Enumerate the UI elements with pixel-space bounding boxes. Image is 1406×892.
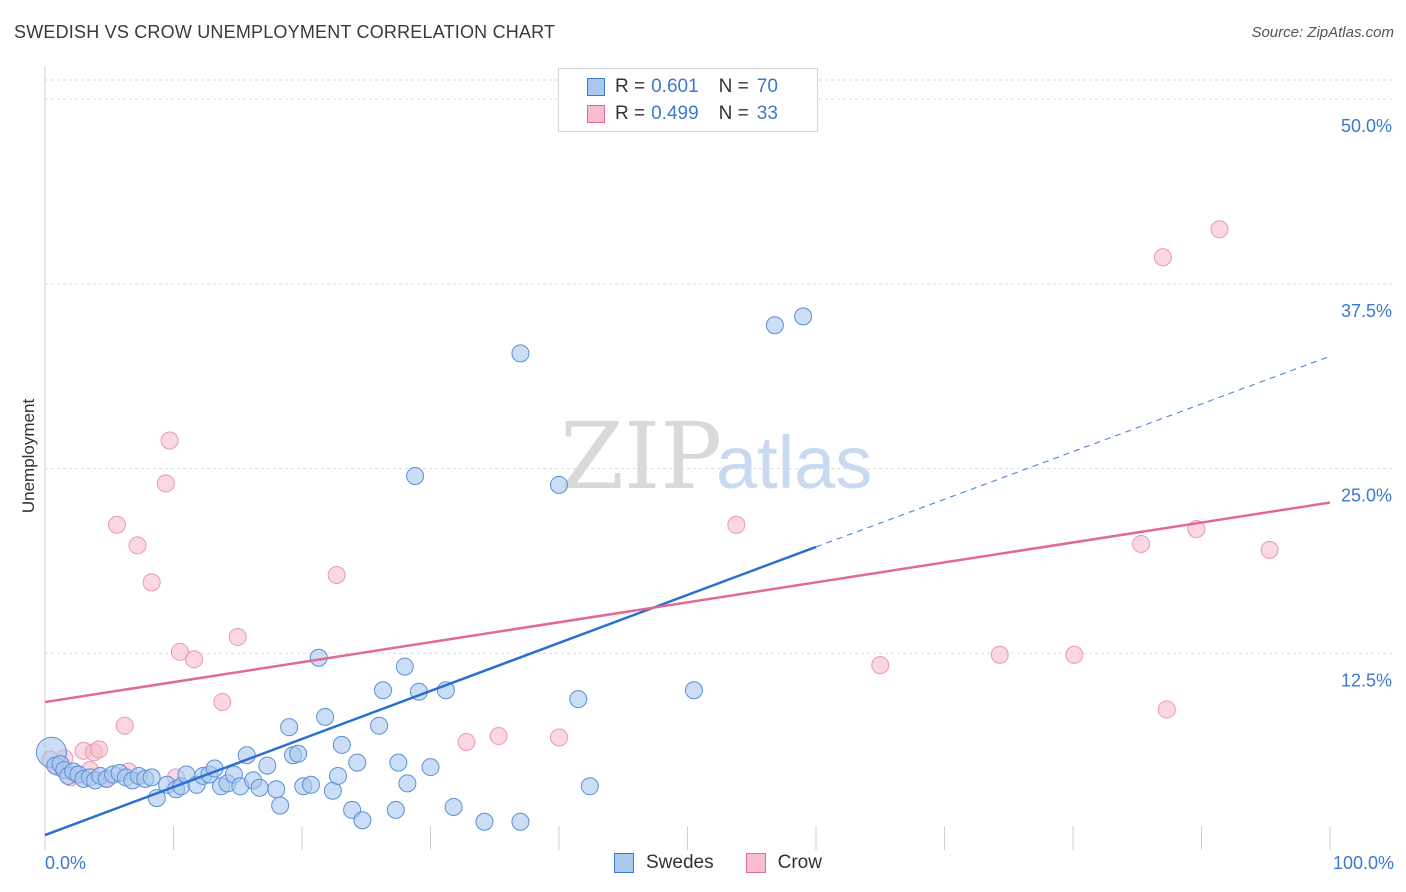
swedes-point xyxy=(444,797,463,816)
swedes-point xyxy=(550,475,568,494)
legend-swatch-crow xyxy=(587,105,605,123)
trend-lines xyxy=(44,355,1331,837)
crow-point xyxy=(89,740,108,759)
crow-trend-line xyxy=(44,501,1331,704)
source-label: Source: ZipAtlas.com xyxy=(1251,24,1394,41)
legend-n-label: N = xyxy=(718,103,749,124)
bottom-legend-swatch-swedes xyxy=(614,853,634,873)
crow-point xyxy=(489,727,508,746)
crow-point xyxy=(142,573,161,592)
crow-point xyxy=(185,650,204,669)
y-axis-label: Unemployment xyxy=(19,399,38,514)
crow-point xyxy=(213,693,232,712)
swedes-point xyxy=(258,756,277,775)
swedes-trend-extension xyxy=(815,355,1331,548)
crow-point xyxy=(1132,534,1151,553)
crow-point xyxy=(156,474,175,493)
crow-point xyxy=(1065,645,1084,664)
crow-point xyxy=(327,565,346,584)
chart-title: SWEDISH VS CROW UNEMPLOYMENT CORRELATION… xyxy=(14,22,556,42)
swedes-point xyxy=(348,753,367,772)
legend-row-crow: R = 0.499 N = 33 xyxy=(587,102,778,126)
axes xyxy=(44,66,1331,850)
y-tick-label: 12.5% xyxy=(1341,670,1392,690)
x-tick-label: 100.0% xyxy=(1333,853,1394,873)
swedes-point xyxy=(511,812,530,831)
crow-point xyxy=(107,515,126,534)
crow-point xyxy=(1157,700,1176,719)
swedes-point xyxy=(475,812,494,831)
swedes-point xyxy=(332,735,351,754)
swedes-point xyxy=(373,681,392,700)
bottom-legend-swedes: Swedes xyxy=(614,852,714,874)
grid-lines xyxy=(45,79,1392,654)
legend-r-label: R = xyxy=(615,103,646,124)
legend-r-value: 0.601 xyxy=(651,76,699,97)
legend-r-value: 0.499 xyxy=(651,103,699,124)
watermark: ZIP atlas xyxy=(560,403,872,510)
legend: R = 0.601 N = 70 R = 0.499 N = 33 xyxy=(558,68,818,132)
crow-point xyxy=(1153,248,1172,267)
swedes-point xyxy=(267,780,286,799)
bottom-legend-swatch-crow xyxy=(745,853,766,873)
crow-point xyxy=(727,515,746,534)
swedes-point xyxy=(511,344,530,363)
swedes-point xyxy=(316,707,335,726)
crow-point xyxy=(170,642,189,661)
swedes-point xyxy=(395,657,414,676)
legend-swatch-swedes xyxy=(587,78,605,96)
legend-row-swedes: R = 0.601 N = 70 xyxy=(587,75,778,99)
swedes-point xyxy=(794,307,813,326)
swedes-point xyxy=(280,718,299,737)
swedes-point xyxy=(398,774,417,793)
x-tick-label: 0.0% xyxy=(45,853,86,873)
legend-n-value: 70 xyxy=(756,76,778,97)
bottom-legend-label-swedes: Swedes xyxy=(646,852,714,873)
crow-point xyxy=(550,728,568,747)
swedes-point xyxy=(386,800,405,819)
swedes-point xyxy=(765,316,784,335)
crow-point xyxy=(228,628,247,647)
y-tick-label: 50.0% xyxy=(1341,116,1392,136)
legend-r-label: R = xyxy=(615,76,646,97)
crow-point xyxy=(1260,540,1279,559)
swedes-point xyxy=(271,796,290,815)
legend-n-label: N = xyxy=(718,76,749,97)
swedes-point xyxy=(421,758,440,777)
tick-labels: 12.5% 25.0% 37.5% 50.0% 0.0% 100.0% xyxy=(45,116,1394,873)
swedes-point xyxy=(353,811,372,830)
bottom-legend-crow: Crow xyxy=(745,852,822,874)
crow-point xyxy=(160,431,179,450)
watermark-atlas: atlas xyxy=(716,421,872,504)
crow-point xyxy=(871,656,890,675)
swedes-point xyxy=(142,768,161,787)
bottom-legend-label-crow: Crow xyxy=(777,852,822,873)
swedes-point xyxy=(301,775,320,794)
crow-point xyxy=(115,716,134,735)
y-tick-label: 25.0% xyxy=(1341,486,1392,506)
swedes-point xyxy=(370,716,389,735)
swedes-trend-line xyxy=(44,545,817,837)
bottom-legend: Swedes Crow xyxy=(614,852,854,874)
swedes-point xyxy=(569,690,588,709)
watermark-zip: ZIP xyxy=(560,403,722,510)
y-tick-label: 37.5% xyxy=(1341,301,1392,321)
crow-point xyxy=(1210,220,1229,239)
crow-point xyxy=(457,732,476,751)
swedes-point xyxy=(684,681,703,700)
crow-point xyxy=(990,645,1009,664)
swedes-point xyxy=(289,744,308,763)
swedes-point xyxy=(389,753,408,772)
swedes-point xyxy=(406,466,425,485)
swedes-point xyxy=(328,766,347,785)
swedes-point xyxy=(250,778,269,797)
swedes-points xyxy=(35,307,813,831)
swedes-point xyxy=(580,777,599,796)
legend-n-value: 33 xyxy=(756,103,778,124)
crow-point xyxy=(128,536,147,555)
